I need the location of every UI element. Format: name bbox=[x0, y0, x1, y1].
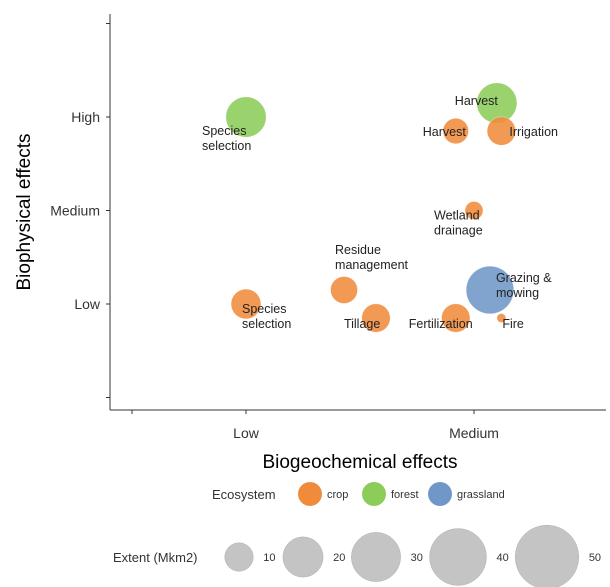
legend-label-crop: crop bbox=[327, 489, 348, 501]
legend-size-bubble bbox=[514, 524, 580, 587]
bubbles bbox=[225, 82, 518, 333]
legend-size-label: 50 bbox=[589, 552, 601, 564]
bubble-label: Species selection bbox=[242, 302, 291, 331]
bubble-crop bbox=[330, 276, 358, 304]
bubble-crop bbox=[230, 288, 262, 320]
bubble-crop bbox=[442, 117, 469, 145]
legend-extent-items: 10 20 30 40 50 bbox=[224, 524, 601, 587]
y-tick-label: Low bbox=[74, 296, 101, 312]
bubble-label: Grazing & mowing bbox=[496, 271, 552, 300]
legend-size-bubble bbox=[224, 542, 254, 572]
x-tick-label: Low bbox=[233, 425, 260, 441]
bubble-label: Irrigation bbox=[509, 125, 558, 139]
y-axis-title: Biophysical effects bbox=[14, 133, 35, 290]
bubble-crop bbox=[496, 313, 507, 323]
bubble-label: Species selection bbox=[202, 124, 251, 153]
legend-label-grassland: grassland bbox=[457, 489, 505, 501]
legend-size-bubble bbox=[429, 528, 487, 586]
legend-ecosystem-title: Ecosystem bbox=[212, 487, 276, 502]
legend: Ecosystem crop forest grassland Extent (Mk… bbox=[113, 482, 601, 587]
x-axis-title: Biogeochemical effects bbox=[262, 452, 457, 473]
legend-size-label: 30 bbox=[411, 552, 423, 564]
bubble-crop bbox=[441, 303, 471, 333]
legend-extent-title: Extent (Mkm2) bbox=[113, 550, 198, 565]
bubble-crop bbox=[486, 116, 516, 146]
bubble-labels: Species selection Harvest Harvest Irrigation… bbox=[202, 94, 558, 331]
legend-size-label: 20 bbox=[333, 552, 345, 564]
axes bbox=[109, 14, 606, 411]
y-tick-label: High bbox=[71, 109, 100, 125]
bubble-label: Wetland drainage bbox=[434, 209, 483, 238]
legend-swatch-forest bbox=[362, 482, 386, 506]
bubble-forest bbox=[225, 96, 267, 138]
bubble-label: Harvest bbox=[455, 94, 499, 108]
ticks bbox=[106, 23, 475, 414]
bubble-crop bbox=[361, 303, 391, 333]
y-tick-label: Medium bbox=[50, 203, 100, 219]
legend-swatch-grassland bbox=[428, 482, 452, 506]
bubble-label: Fire bbox=[502, 317, 524, 331]
bubble-label: Fertilization bbox=[409, 317, 473, 331]
legend-size-label: 40 bbox=[496, 552, 508, 564]
x-tick-label: Medium bbox=[449, 425, 499, 441]
legend-ecosystem-items: crop forest grassland bbox=[298, 482, 505, 506]
legend-size-label: 10 bbox=[263, 552, 275, 564]
bubble-label: Tillage bbox=[344, 317, 380, 331]
bubble-label: Harvest bbox=[423, 125, 467, 139]
legend-label-forest: forest bbox=[391, 489, 419, 501]
tick-labels: LowMediumHighLowMediumHigh bbox=[50, 109, 499, 441]
legend-size-bubble bbox=[351, 532, 401, 582]
legend-size-bubble bbox=[282, 536, 324, 578]
bubble-label: Residue management bbox=[335, 243, 408, 272]
bubble-crop bbox=[464, 201, 484, 220]
bubble-grassland bbox=[465, 265, 515, 315]
legend-swatch-crop bbox=[298, 482, 322, 506]
